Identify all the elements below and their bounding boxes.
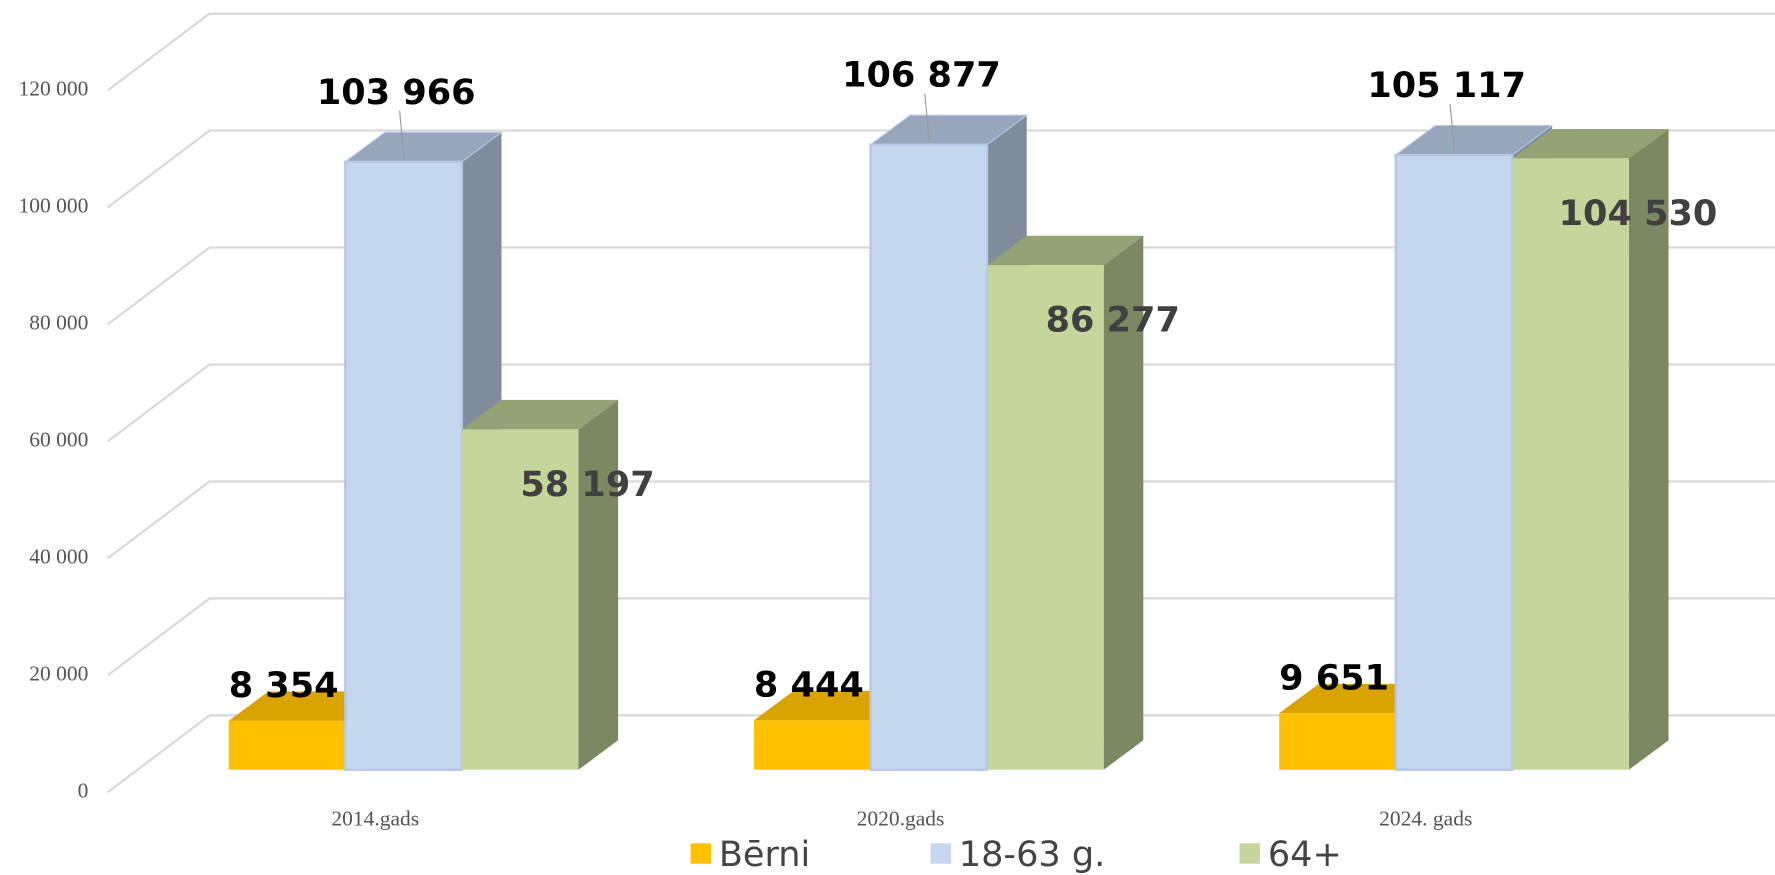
y-tick-label: 100 000 [18, 193, 88, 217]
y-tick-label: 60 000 [29, 427, 88, 451]
y-tick-label: 0 [78, 778, 89, 802]
x-tick-label: 2024. gads [1379, 807, 1472, 831]
bar [1394, 153, 1514, 771]
data-label: 104 530 [1559, 193, 1718, 234]
bar [461, 429, 579, 770]
grid-line-side [106, 597, 211, 677]
bar-top [461, 399, 619, 430]
x-tick-label: 2014.gads [331, 807, 419, 831]
leader-line [1449, 103, 1456, 153]
bar [753, 720, 871, 770]
data-label: 58 197 [520, 464, 654, 505]
grid-line-side [106, 714, 211, 794]
y-tick-label: 120 000 [18, 76, 88, 100]
bar [1512, 158, 1629, 770]
bar-top [987, 235, 1144, 266]
data-label: 8 354 [229, 665, 339, 706]
leader-line [399, 110, 405, 160]
data-label: 106 877 [842, 55, 1001, 96]
y-tick-label: 80 000 [29, 310, 88, 334]
bar [987, 265, 1104, 770]
bar-side [578, 399, 619, 770]
legend-label: Bērni [719, 834, 810, 875]
bar [228, 720, 346, 770]
legend-swatch [690, 843, 711, 864]
data-label: 8 444 [754, 664, 864, 705]
bar-side [1103, 235, 1144, 770]
data-label: 105 117 [1367, 65, 1526, 106]
data-label: 103 966 [317, 72, 476, 113]
legend-label: 64+ [1268, 834, 1342, 875]
leader-line [924, 93, 930, 143]
grid-line-side [106, 12, 211, 92]
data-label: 86 277 [1046, 300, 1180, 341]
legend-swatch [930, 843, 951, 864]
bar [344, 160, 464, 771]
legend-label: 18-63 g. [959, 834, 1106, 875]
grid-line-side [106, 363, 211, 443]
y-tick-label: 40 000 [29, 544, 88, 568]
grid-line-side [106, 129, 211, 209]
data-label: 9 651 [1279, 657, 1389, 698]
bar-top [1512, 128, 1669, 159]
x-tick-label: 2020.gads [857, 807, 945, 831]
y-tick-label: 20 000 [29, 661, 88, 685]
bar-side [1628, 128, 1669, 770]
bar [869, 143, 989, 771]
grid-line-side [106, 246, 211, 326]
grid-line-side [106, 480, 211, 560]
bar [1279, 713, 1396, 770]
legend-swatch [1239, 843, 1260, 864]
